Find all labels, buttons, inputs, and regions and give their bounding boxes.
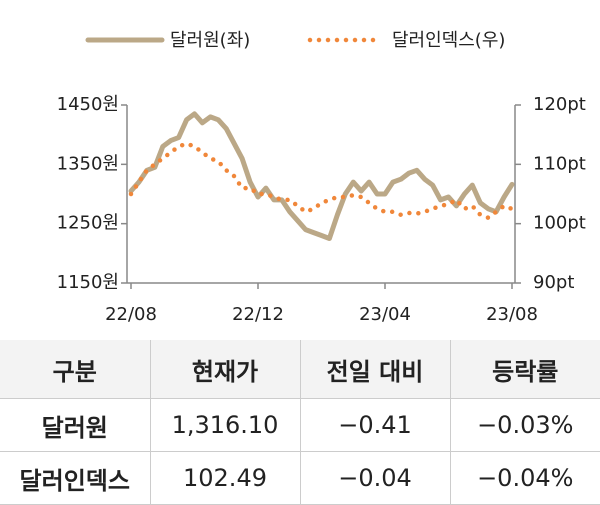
row: 달러인덱스 102.49 −0.04 −0.04% <box>0 451 600 505</box>
legend-label: 달러원(좌) <box>170 30 250 51</box>
legend-label: 달러인덱스(우) <box>392 30 505 51</box>
cell: −0.03% <box>449 398 600 452</box>
y2-tick-label: 100pt <box>533 213 586 234</box>
header-cell: 전일 대비 <box>299 340 450 399</box>
chart: 1150원 1250원 1350원 1450원 90pt 100pt 110pt 120pt 2… <box>57 30 586 325</box>
cell: 102.49 <box>149 451 300 505</box>
y2-tick-label: 110pt <box>533 153 586 174</box>
y2-tick-label: 120pt <box>533 94 586 115</box>
x-tick-label: 23/04 <box>359 304 411 325</box>
cell: −0.04% <box>449 451 600 505</box>
y-tick-label: 1450원 <box>57 94 119 115</box>
x-tick-label: 22/08 <box>105 304 157 325</box>
header-cell: 구분 <box>0 340 150 399</box>
y-tick-label: 1250원 <box>57 213 119 234</box>
row: 달러원 1,316.10 −0.41 −0.03% <box>0 398 600 452</box>
header-cell: 등락률 <box>449 340 600 399</box>
y2-tick-label: 90pt <box>533 272 574 293</box>
series-line <box>128 111 515 241</box>
x-tick-label: 22/12 <box>232 304 284 325</box>
header-row: 구분 현재가 전일 대비 등락률 <box>0 340 600 399</box>
cell: −0.41 <box>299 398 450 452</box>
header-cell: 현재가 <box>149 340 300 399</box>
y-tick-label: 1350원 <box>57 153 119 174</box>
cell: −0.04 <box>299 451 450 505</box>
cell: 달러인덱스 <box>0 451 150 505</box>
cell: 달러원 <box>0 398 150 452</box>
cell: 1,316.10 <box>149 398 300 452</box>
y-tick-label: 1150원 <box>57 272 119 293</box>
x-tick-label: 23/08 <box>486 304 538 325</box>
price-table: 구분 현재가 전일 대비 등락률 달러원 1,316.10 −0.41 −0.0… <box>0 340 600 505</box>
